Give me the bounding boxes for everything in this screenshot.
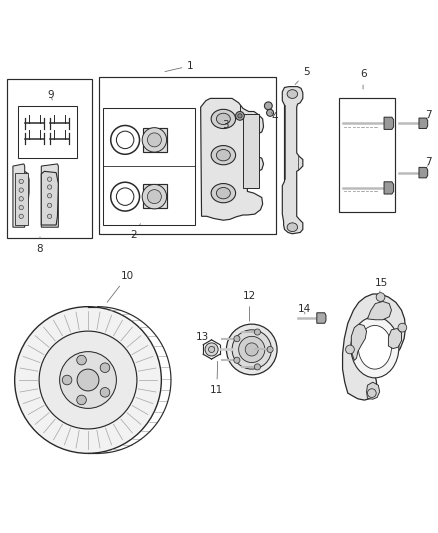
Ellipse shape (142, 128, 166, 152)
Circle shape (47, 214, 52, 219)
Circle shape (234, 336, 240, 342)
Circle shape (234, 357, 240, 364)
Circle shape (346, 345, 354, 354)
Text: 10: 10 (107, 271, 134, 302)
Ellipse shape (148, 190, 161, 204)
Bar (143, 128, 166, 152)
Ellipse shape (77, 369, 99, 391)
Polygon shape (419, 118, 427, 128)
Ellipse shape (239, 336, 265, 362)
Polygon shape (389, 328, 402, 349)
Ellipse shape (14, 306, 161, 454)
Ellipse shape (216, 149, 230, 161)
Circle shape (236, 111, 244, 120)
Polygon shape (283, 87, 303, 234)
Ellipse shape (211, 183, 236, 203)
Polygon shape (367, 302, 392, 320)
Circle shape (19, 205, 23, 210)
Polygon shape (343, 294, 406, 400)
Bar (143, 184, 166, 208)
Ellipse shape (211, 146, 236, 165)
Circle shape (254, 364, 261, 370)
Circle shape (19, 214, 23, 219)
Text: 6: 6 (360, 69, 367, 89)
Bar (7, 79, 92, 238)
Ellipse shape (232, 330, 272, 369)
Circle shape (47, 177, 52, 181)
Text: 7: 7 (425, 110, 432, 119)
Bar (244, 114, 259, 188)
Ellipse shape (287, 90, 297, 99)
Ellipse shape (148, 133, 161, 147)
Circle shape (100, 387, 110, 397)
Text: 5: 5 (295, 67, 310, 85)
Ellipse shape (287, 223, 297, 231)
Bar (339, 98, 395, 212)
Ellipse shape (205, 343, 218, 356)
Circle shape (100, 363, 110, 373)
Text: 9: 9 (48, 91, 54, 100)
Text: 11: 11 (210, 361, 223, 394)
Text: 15: 15 (375, 278, 388, 293)
Ellipse shape (39, 331, 137, 429)
Ellipse shape (358, 326, 392, 369)
Ellipse shape (216, 188, 230, 199)
Circle shape (77, 356, 86, 365)
Circle shape (19, 197, 23, 201)
Ellipse shape (245, 343, 258, 356)
Text: 7: 7 (425, 157, 432, 167)
Ellipse shape (211, 109, 236, 128)
Bar (103, 108, 195, 225)
Polygon shape (14, 173, 28, 225)
Polygon shape (419, 167, 427, 178)
Polygon shape (41, 164, 58, 227)
Circle shape (254, 329, 261, 335)
Circle shape (19, 179, 23, 183)
Polygon shape (13, 164, 25, 227)
Polygon shape (351, 324, 367, 360)
Polygon shape (14, 171, 29, 225)
Circle shape (267, 346, 273, 352)
Ellipse shape (216, 113, 230, 125)
Circle shape (19, 188, 23, 192)
Circle shape (267, 109, 274, 116)
Circle shape (47, 203, 52, 207)
Text: 2: 2 (131, 224, 141, 240)
Polygon shape (317, 313, 326, 323)
Ellipse shape (351, 317, 399, 378)
Circle shape (398, 323, 407, 332)
Ellipse shape (60, 352, 117, 408)
Polygon shape (41, 171, 58, 225)
Ellipse shape (226, 324, 277, 375)
Circle shape (77, 395, 86, 405)
Polygon shape (201, 99, 264, 220)
Text: 4: 4 (271, 112, 278, 122)
Polygon shape (384, 182, 394, 194)
Bar (18, 106, 77, 158)
Polygon shape (384, 117, 394, 130)
Text: 8: 8 (37, 237, 43, 254)
Circle shape (208, 346, 215, 352)
Polygon shape (367, 382, 380, 399)
Circle shape (47, 185, 52, 189)
Circle shape (238, 114, 242, 118)
Circle shape (367, 389, 376, 398)
Text: 1: 1 (165, 61, 194, 71)
Text: 12: 12 (243, 291, 256, 321)
Circle shape (376, 293, 385, 302)
Text: 3: 3 (222, 117, 229, 130)
Text: 13: 13 (196, 332, 215, 348)
Circle shape (62, 375, 72, 385)
Circle shape (265, 102, 272, 110)
Text: 14: 14 (297, 304, 311, 314)
Bar (99, 77, 276, 234)
Circle shape (47, 193, 52, 198)
Ellipse shape (142, 184, 166, 209)
